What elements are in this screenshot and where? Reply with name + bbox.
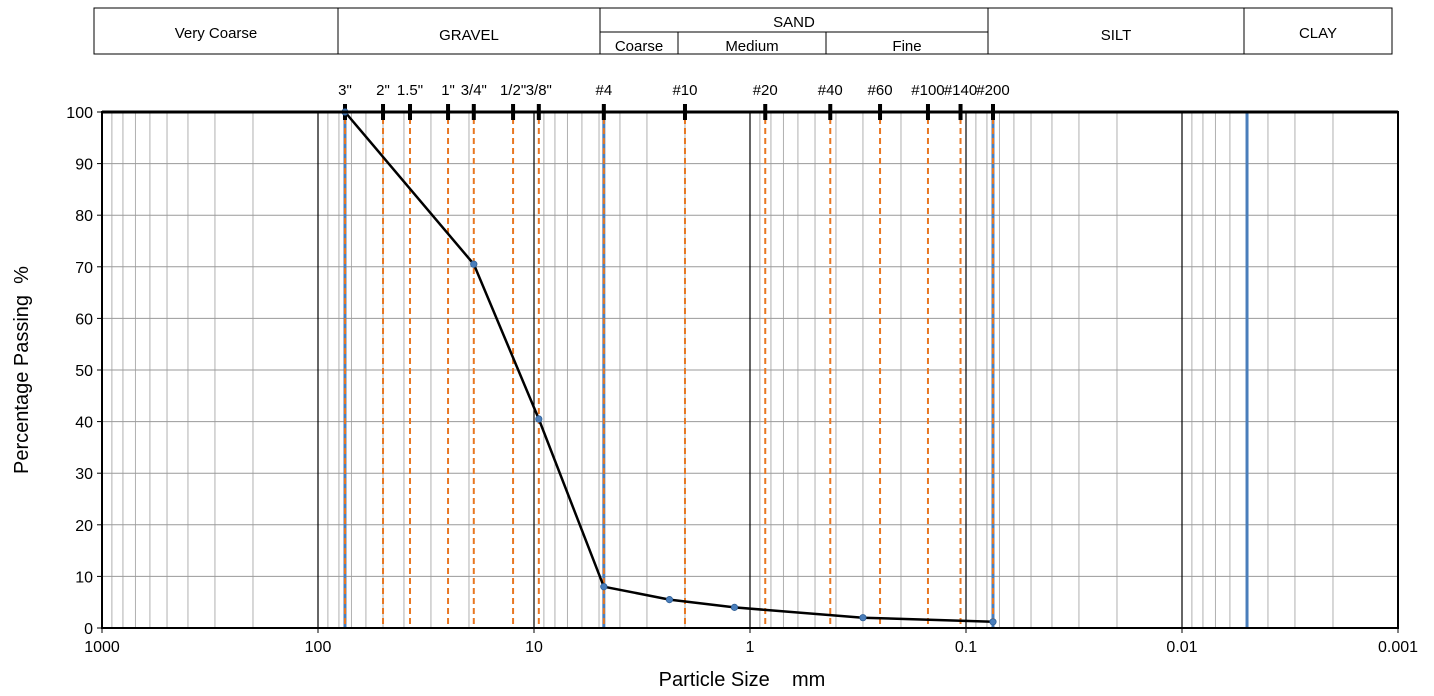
x-tick-label: 0.001 xyxy=(1378,639,1418,656)
silt-label: SILT xyxy=(1101,27,1132,44)
sieve-label: 1.5" xyxy=(397,82,423,99)
x-tick-label: 100 xyxy=(305,639,332,656)
data-point xyxy=(989,618,997,626)
gravel-label: GRAVEL xyxy=(439,27,499,44)
sand-fine-label: Fine xyxy=(892,38,921,55)
sieve-labels: 3" 2" 1.5" 1" 3/4" 1/2" 3/8" #4 #10 #20 #40 #60 #100… xyxy=(338,82,1010,99)
sieve-label: 3/8" xyxy=(526,82,552,99)
sieve-label: 2" xyxy=(376,82,390,99)
y-tick-label: 10 xyxy=(75,569,93,586)
data-point xyxy=(665,596,674,604)
sand-medium-label: Medium xyxy=(725,38,778,55)
series-line xyxy=(344,111,994,624)
y-tick-label: 40 xyxy=(75,415,93,432)
table-border xyxy=(93,7,1393,55)
y-tick-label: 0 xyxy=(84,621,93,638)
sieve-label: #140 xyxy=(944,82,977,99)
sieve-label: #20 xyxy=(753,82,778,99)
clay-label: CLAY xyxy=(1299,25,1337,42)
sand-label: SAND xyxy=(773,14,815,31)
x-tick-label: 0.01 xyxy=(1166,639,1197,656)
classification-table: Very Coarse GRAVEL SAND Coarse Medium Fi… xyxy=(93,7,1393,55)
sieve-label: #100 xyxy=(911,82,944,99)
data-point xyxy=(470,260,478,268)
y-tick-label: 30 xyxy=(75,466,93,483)
y-axis-label: Percentage Passing % xyxy=(11,266,33,474)
sieve-label: #4 xyxy=(595,82,612,99)
x-axis-label: Particle Size mm xyxy=(659,669,826,691)
y-tick-label: 70 xyxy=(75,260,93,277)
sieve-label: #60 xyxy=(868,82,893,99)
sieve-label: 3/4" xyxy=(461,82,487,99)
y-tick-label: 90 xyxy=(75,157,93,174)
y-tick-label: 20 xyxy=(75,518,93,535)
very-coarse-label: Very Coarse xyxy=(175,25,258,42)
y-tick-label: 100 xyxy=(66,105,93,122)
y-axis-ticks: 0 10 20 30 40 50 60 70 80 90 100 xyxy=(66,105,102,638)
sieve-label: #200 xyxy=(976,82,1009,99)
sieve-label: #40 xyxy=(818,82,843,99)
sand-coarse-label: Coarse xyxy=(615,38,663,55)
sieve-lines xyxy=(342,104,995,628)
y-tick-label: 60 xyxy=(75,311,93,328)
x-tick-label: 0.1 xyxy=(955,639,977,656)
sieve-label: 1/2" xyxy=(500,82,526,99)
x-tick-label: 10 xyxy=(525,639,543,656)
sieve-label: 1" xyxy=(441,82,455,99)
sieve-label: #10 xyxy=(672,82,697,99)
y-tick-label: 80 xyxy=(75,208,93,225)
y-tick-label: 50 xyxy=(75,363,93,380)
gradation-curve xyxy=(341,108,997,626)
data-point xyxy=(859,614,867,622)
data-point xyxy=(730,603,739,611)
sieve-label: 3" xyxy=(338,82,352,99)
data-point xyxy=(600,583,608,591)
x-tick-label: 1 xyxy=(746,639,755,656)
x-tick-label: 1000 xyxy=(84,639,120,656)
data-point xyxy=(535,415,543,423)
x-axis-ticks: 1000 100 10 1 0.1 0.01 0.001 xyxy=(84,628,1418,656)
